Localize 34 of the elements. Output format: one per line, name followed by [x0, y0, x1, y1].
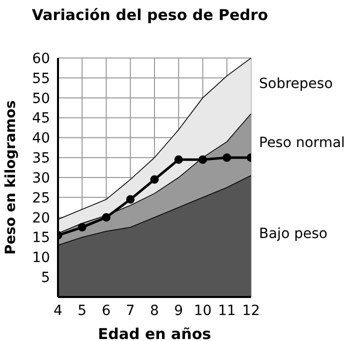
x-tick-label: 9: [174, 302, 184, 319]
x-tick-label: 12: [242, 302, 260, 319]
y-tick-label: 25: [32, 190, 50, 206]
x-axis-title: Edad en años: [98, 325, 212, 341]
y-tick-label: 10: [32, 250, 50, 266]
x-tick-label: 5: [78, 302, 87, 319]
point: [198, 155, 207, 164]
x-tick-label: 10: [194, 302, 212, 319]
y-tick-label: 45: [32, 110, 50, 127]
y-tick-label: 30: [32, 170, 50, 186]
series-label: Sobrepeso: [259, 76, 333, 92]
y-tick-label: 20: [32, 210, 50, 226]
point: [222, 153, 232, 162]
y-tick-label: 5: [41, 270, 50, 286]
y-tick-label: 15: [32, 230, 50, 246]
point: [150, 175, 159, 184]
x-tick-label: 7: [126, 302, 135, 319]
point: [102, 213, 110, 222]
point: [126, 195, 135, 204]
y-tick-label: 40: [32, 130, 50, 147]
x-tick-label: 8: [150, 302, 159, 319]
series-label: Peso normal: [259, 134, 345, 151]
point: [174, 155, 183, 164]
x-tick-label: 4: [54, 302, 63, 319]
series-label: Bajo peso: [259, 226, 328, 242]
x-tick-label: 6: [102, 302, 111, 319]
point: [78, 223, 86, 232]
y-tick-label: 35: [32, 150, 50, 167]
x-tick-label: 11: [218, 302, 236, 319]
y-tick-label: 55: [32, 70, 50, 87]
y-tick-label: 50: [32, 90, 50, 107]
y-tick-label: 60: [32, 50, 50, 67]
chart-title: Variación del peso de Pedro: [30, 6, 270, 24]
y-axis-title: Peso en kilogramos: [2, 100, 19, 255]
